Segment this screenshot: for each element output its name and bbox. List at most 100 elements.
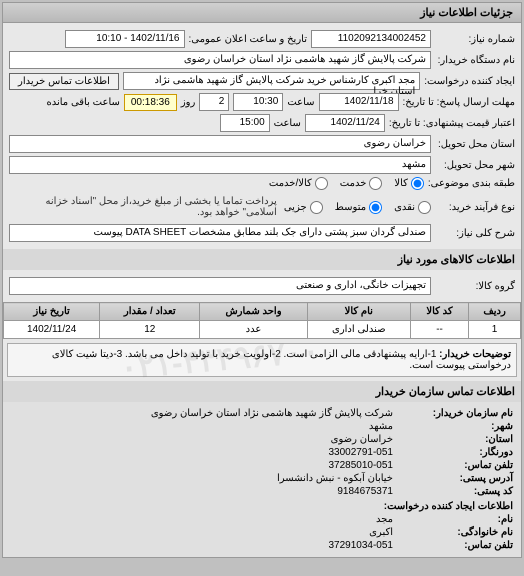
col-qty: تعداد / مقدار bbox=[100, 303, 200, 321]
cat-goods-radio[interactable]: کالا bbox=[394, 177, 424, 190]
contact-name-row: نام: مجد bbox=[11, 514, 513, 525]
pay-partial-input[interactable] bbox=[369, 201, 382, 214]
group-field: تجهیزات خانگی، اداری و صنعتی bbox=[9, 277, 431, 295]
table-row[interactable]: 1 -- صندلی اداری عدد 12 1402/11/24 bbox=[4, 321, 521, 339]
cat-goods-service-radio[interactable]: کالا/خدمت bbox=[269, 177, 328, 190]
row-payment: نوع فرآیند خرید: نقدی متوسط جزیی پرداخت … bbox=[9, 193, 515, 221]
row-desc: شرح کلی نیاز: صندلی گردان سبز پشتی دارای… bbox=[9, 224, 515, 242]
contact-family-label: نام خانوادگی: bbox=[393, 527, 513, 538]
contact-title: اطلاعات تماس سازمان خریدار bbox=[3, 381, 521, 402]
province-field: خراسان رضوی bbox=[9, 135, 431, 153]
creator-label: ایجاد کننده درخواست: bbox=[424, 76, 515, 87]
cell-unit: عدد bbox=[200, 321, 307, 339]
pay-check-label: جزیی bbox=[284, 202, 307, 213]
group-section: گروه کالا: تجهیزات خانگی، اداری و صنعتی bbox=[3, 270, 521, 302]
row-creator: ایجاد کننده درخواست: مجد اکبری کارشناس خ… bbox=[9, 72, 515, 90]
contact-org: شرکت پالایش گاز شهید هاشمی نژاد استان خر… bbox=[151, 408, 393, 419]
items-title: اطلاعات کالاهای مورد نیاز bbox=[3, 249, 521, 270]
col-name: نام کالا bbox=[307, 303, 410, 321]
cat-service-input[interactable] bbox=[369, 177, 382, 190]
form-section: شماره نیاز: 1102092134002452 تاریخ و ساع… bbox=[3, 23, 521, 249]
city-label: شهر محل تحویل: bbox=[435, 160, 515, 171]
row-request-number: شماره نیاز: 1102092134002452 تاریخ و ساع… bbox=[9, 30, 515, 48]
contact-family: اکبری bbox=[369, 527, 393, 538]
contact-address: خیابان آبکوه - نبش دانشسرا bbox=[277, 473, 393, 484]
table-header-row: ردیف کد کالا نام کالا واحد شمارش تعداد /… bbox=[4, 303, 521, 321]
col-date: تاریخ نیاز bbox=[4, 303, 100, 321]
row-group: گروه کالا: تجهیزات خانگی، اداری و صنعتی bbox=[9, 277, 515, 295]
deadline-send-date: 1402/11/18 bbox=[319, 93, 399, 111]
pay-check-input[interactable] bbox=[310, 201, 323, 214]
contact-fax-label: دورنگار: bbox=[393, 447, 513, 458]
contact-city: مشهد bbox=[369, 421, 393, 432]
announce-label: تاریخ و ساعت اعلان عمومی: bbox=[189, 34, 308, 45]
cat-goods-label: کالا bbox=[394, 178, 408, 189]
pay-cash-radio[interactable]: نقدی bbox=[394, 201, 431, 214]
col-unit: واحد شمارش bbox=[200, 303, 307, 321]
time-label-2: ساعت bbox=[274, 118, 301, 129]
col-code: کد کالا bbox=[410, 303, 468, 321]
panel-title: جزئیات اطلاعات نیاز bbox=[3, 3, 521, 23]
row-province: استان محل تحویل: خراسان رضوی bbox=[9, 135, 515, 153]
pay-check-radio[interactable]: جزیی bbox=[284, 201, 323, 214]
announce-field: 1402/11/16 - 10:10 bbox=[65, 30, 185, 48]
contact-name: مجد bbox=[376, 514, 393, 525]
col-row: ردیف bbox=[469, 303, 521, 321]
price-deadline-date: 1402/11/24 bbox=[305, 114, 385, 132]
city-field: مشهد bbox=[9, 156, 431, 174]
contact-province: خراسان رضوی bbox=[331, 434, 393, 445]
group-label: گروه کالا: bbox=[435, 281, 515, 292]
cat-service-radio[interactable]: خدمت bbox=[340, 177, 383, 190]
contact-button[interactable]: اطلاعات تماس خریدار bbox=[9, 73, 119, 90]
cell-row: 1 bbox=[469, 321, 521, 339]
creator-title-row: اطلاعات ایجاد کننده درخواست: bbox=[11, 501, 513, 512]
cat-goods-service-label: کالا/خدمت bbox=[269, 178, 312, 189]
timer-label: ساعت باقی مانده bbox=[46, 97, 119, 108]
contact-address-label: آدرس پستی: bbox=[393, 473, 513, 484]
payment-label: نوع فرآیند خرید: bbox=[435, 202, 515, 213]
items-table: ردیف کد کالا نام کالا واحد شمارش تعداد /… bbox=[3, 302, 521, 339]
payment-note: پرداخت تماما یا بخشی از مبلغ خرید،از محل… bbox=[9, 193, 280, 221]
buyer-org-field: شرکت پالایش گاز شهید هاشمی نژاد استان خر… bbox=[9, 51, 431, 69]
time-label-1: ساعت bbox=[287, 97, 314, 108]
desc-field: صندلی گردان سبز پشتی دارای جک بلند مطابق… bbox=[9, 224, 431, 242]
pay-partial-label: متوسط bbox=[335, 202, 366, 213]
contact-org-label: نام سازمان خریدار: bbox=[393, 408, 513, 419]
contact-fax: 33002791-051 bbox=[328, 447, 393, 458]
request-number-field: 1102092134002452 bbox=[311, 30, 431, 48]
pay-cash-input[interactable] bbox=[418, 201, 431, 214]
row-price-deadline: اعتبار قیمت پیشنهادی: تا تاریخ: 1402/11/… bbox=[9, 114, 515, 132]
province-label: استان محل تحویل: bbox=[435, 139, 515, 150]
contact-family-row: نام خانوادگی: اکبری bbox=[11, 527, 513, 538]
buyer-notes-label: توضیحات خریدار: bbox=[439, 349, 511, 360]
cat-service-label: خدمت bbox=[340, 178, 367, 189]
row-buyer-org: نام دستگاه خریدار: شرکت پالایش گاز شهید … bbox=[9, 51, 515, 69]
contact-phone: 37285010-051 bbox=[328, 460, 393, 471]
pay-partial-radio[interactable]: متوسط bbox=[335, 201, 382, 214]
contact-province-row: استان: خراسان رضوی bbox=[11, 434, 513, 445]
row-deadline-send: مهلت ارسال پاسخ: تا تاریخ: 1402/11/18 سا… bbox=[9, 93, 515, 111]
request-number-label: شماره نیاز: bbox=[435, 34, 515, 45]
deadline-send-time: 10:30 bbox=[233, 93, 283, 111]
pay-cash-label: نقدی bbox=[394, 202, 415, 213]
day-label: روز bbox=[181, 97, 196, 108]
contact-postal: 9184675371 bbox=[337, 486, 393, 497]
contact-postal-label: کد پستی: bbox=[393, 486, 513, 497]
contact-postal-row: کد پستی: 9184675371 bbox=[11, 486, 513, 497]
cell-code: -- bbox=[410, 321, 468, 339]
contact-phone2-row: تلفن تماس: 37291034-051 bbox=[11, 540, 513, 551]
cat-goods-input[interactable] bbox=[411, 177, 424, 190]
contact-phone-label: تلفن تماس: bbox=[393, 460, 513, 471]
price-deadline-label: اعتبار قیمت پیشنهادی: تا تاریخ: bbox=[389, 118, 515, 129]
contact-org-row: نام سازمان خریدار: شرکت پالایش گاز شهید … bbox=[11, 408, 513, 419]
cell-date: 1402/11/24 bbox=[4, 321, 100, 339]
category-radio-group: کالا خدمت کالا/خدمت bbox=[269, 177, 424, 190]
deadline-send-label: مهلت ارسال پاسخ: تا تاریخ: bbox=[403, 97, 515, 108]
row-city: شهر محل تحویل: مشهد bbox=[9, 156, 515, 174]
buyer-notes: توضیحات خریدار: 1-ارایه پیشنهادقی مالی ا… bbox=[7, 343, 517, 377]
cat-goods-service-input[interactable] bbox=[315, 177, 328, 190]
timer: 00:18:36 bbox=[124, 94, 177, 111]
category-label: طبقه بندی موضوعی: bbox=[428, 178, 515, 189]
contact-section: نام سازمان خریدار: شرکت پالایش گاز شهید … bbox=[3, 402, 521, 557]
contact-address-row: آدرس پستی: خیابان آبکوه - نبش دانشسرا bbox=[11, 473, 513, 484]
